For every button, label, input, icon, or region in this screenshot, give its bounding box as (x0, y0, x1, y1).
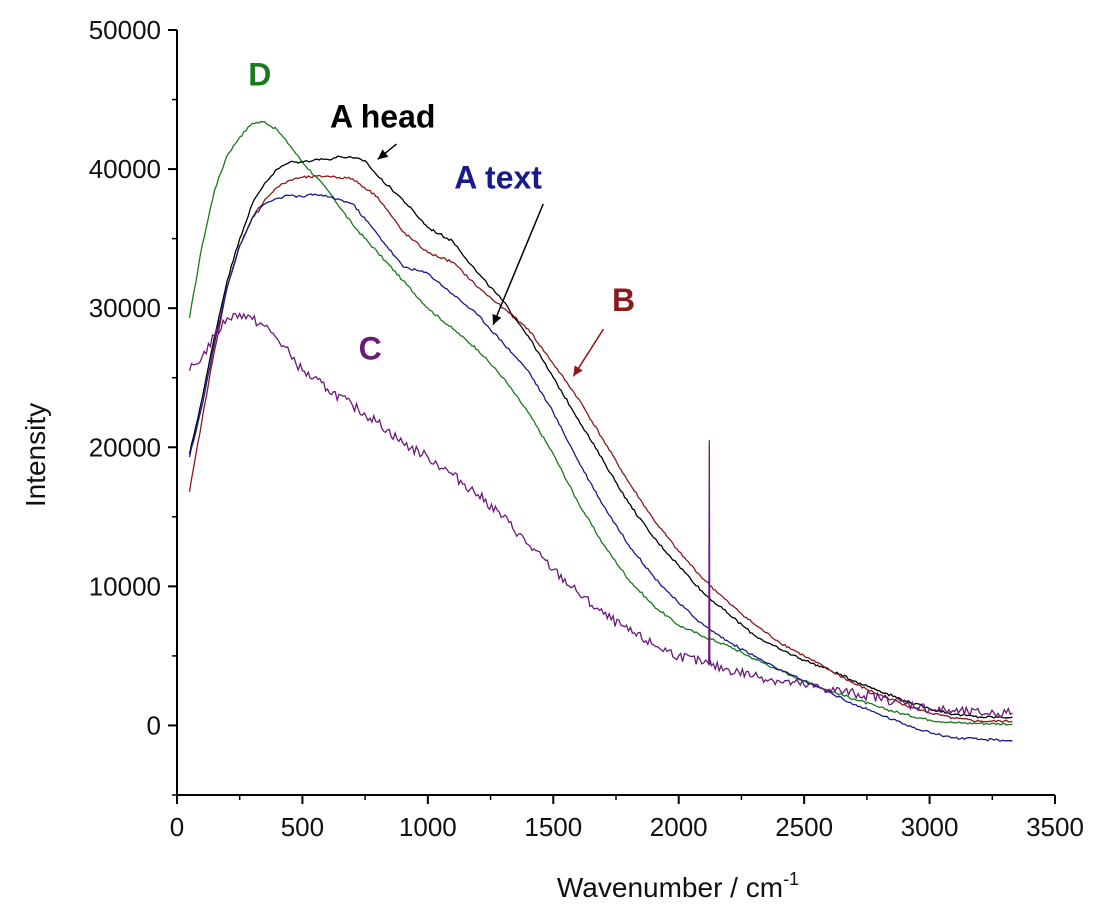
y-tick-label: 40000 (89, 154, 161, 184)
y-tick-label: 10000 (89, 571, 161, 601)
x-axis-title: Wavenumber / cm-1 (557, 869, 799, 903)
series-label-c: C (359, 331, 382, 367)
annotations: D A head A text B C (248, 57, 635, 377)
y-axis-title: Intensity (20, 403, 51, 507)
x-tick-label: 1500 (524, 812, 582, 842)
series-label-a-text: A text (454, 160, 542, 196)
x-tick-label: 0 (170, 812, 184, 842)
x-tick-label: 500 (281, 812, 324, 842)
series-line-a-head (188, 155, 1013, 719)
y-tick-label: 50000 (89, 15, 161, 45)
annotation-arrowhead (492, 313, 502, 325)
y-tick-label: 30000 (89, 293, 161, 323)
annotation-arrowhead (573, 365, 583, 377)
y-tick-label: 0 (147, 710, 161, 740)
x-tick-label: 3500 (1026, 812, 1084, 842)
series-label-b: B (612, 282, 635, 318)
x-tick-label: 2000 (650, 812, 708, 842)
x-tick-label: 1000 (399, 812, 457, 842)
series-line-d (188, 121, 1013, 726)
x-tick-label: 3000 (901, 812, 959, 842)
series-lines (188, 121, 1013, 743)
annotation-arrow (492, 203, 544, 326)
annotation-arrowhead (377, 149, 389, 160)
series-label-a-head: A head (330, 98, 436, 134)
x-tick-label: 2500 (775, 812, 833, 842)
axes: 0 500 1000 1500 2000 2500 3000 3500 0 10000 20000 3… (89, 15, 1084, 842)
series-line-b (188, 174, 1013, 723)
series-line-a-text (188, 193, 1013, 743)
series-line-c (188, 312, 1013, 719)
series-label-d: D (248, 57, 271, 93)
y-tick-label: 20000 (89, 432, 161, 462)
